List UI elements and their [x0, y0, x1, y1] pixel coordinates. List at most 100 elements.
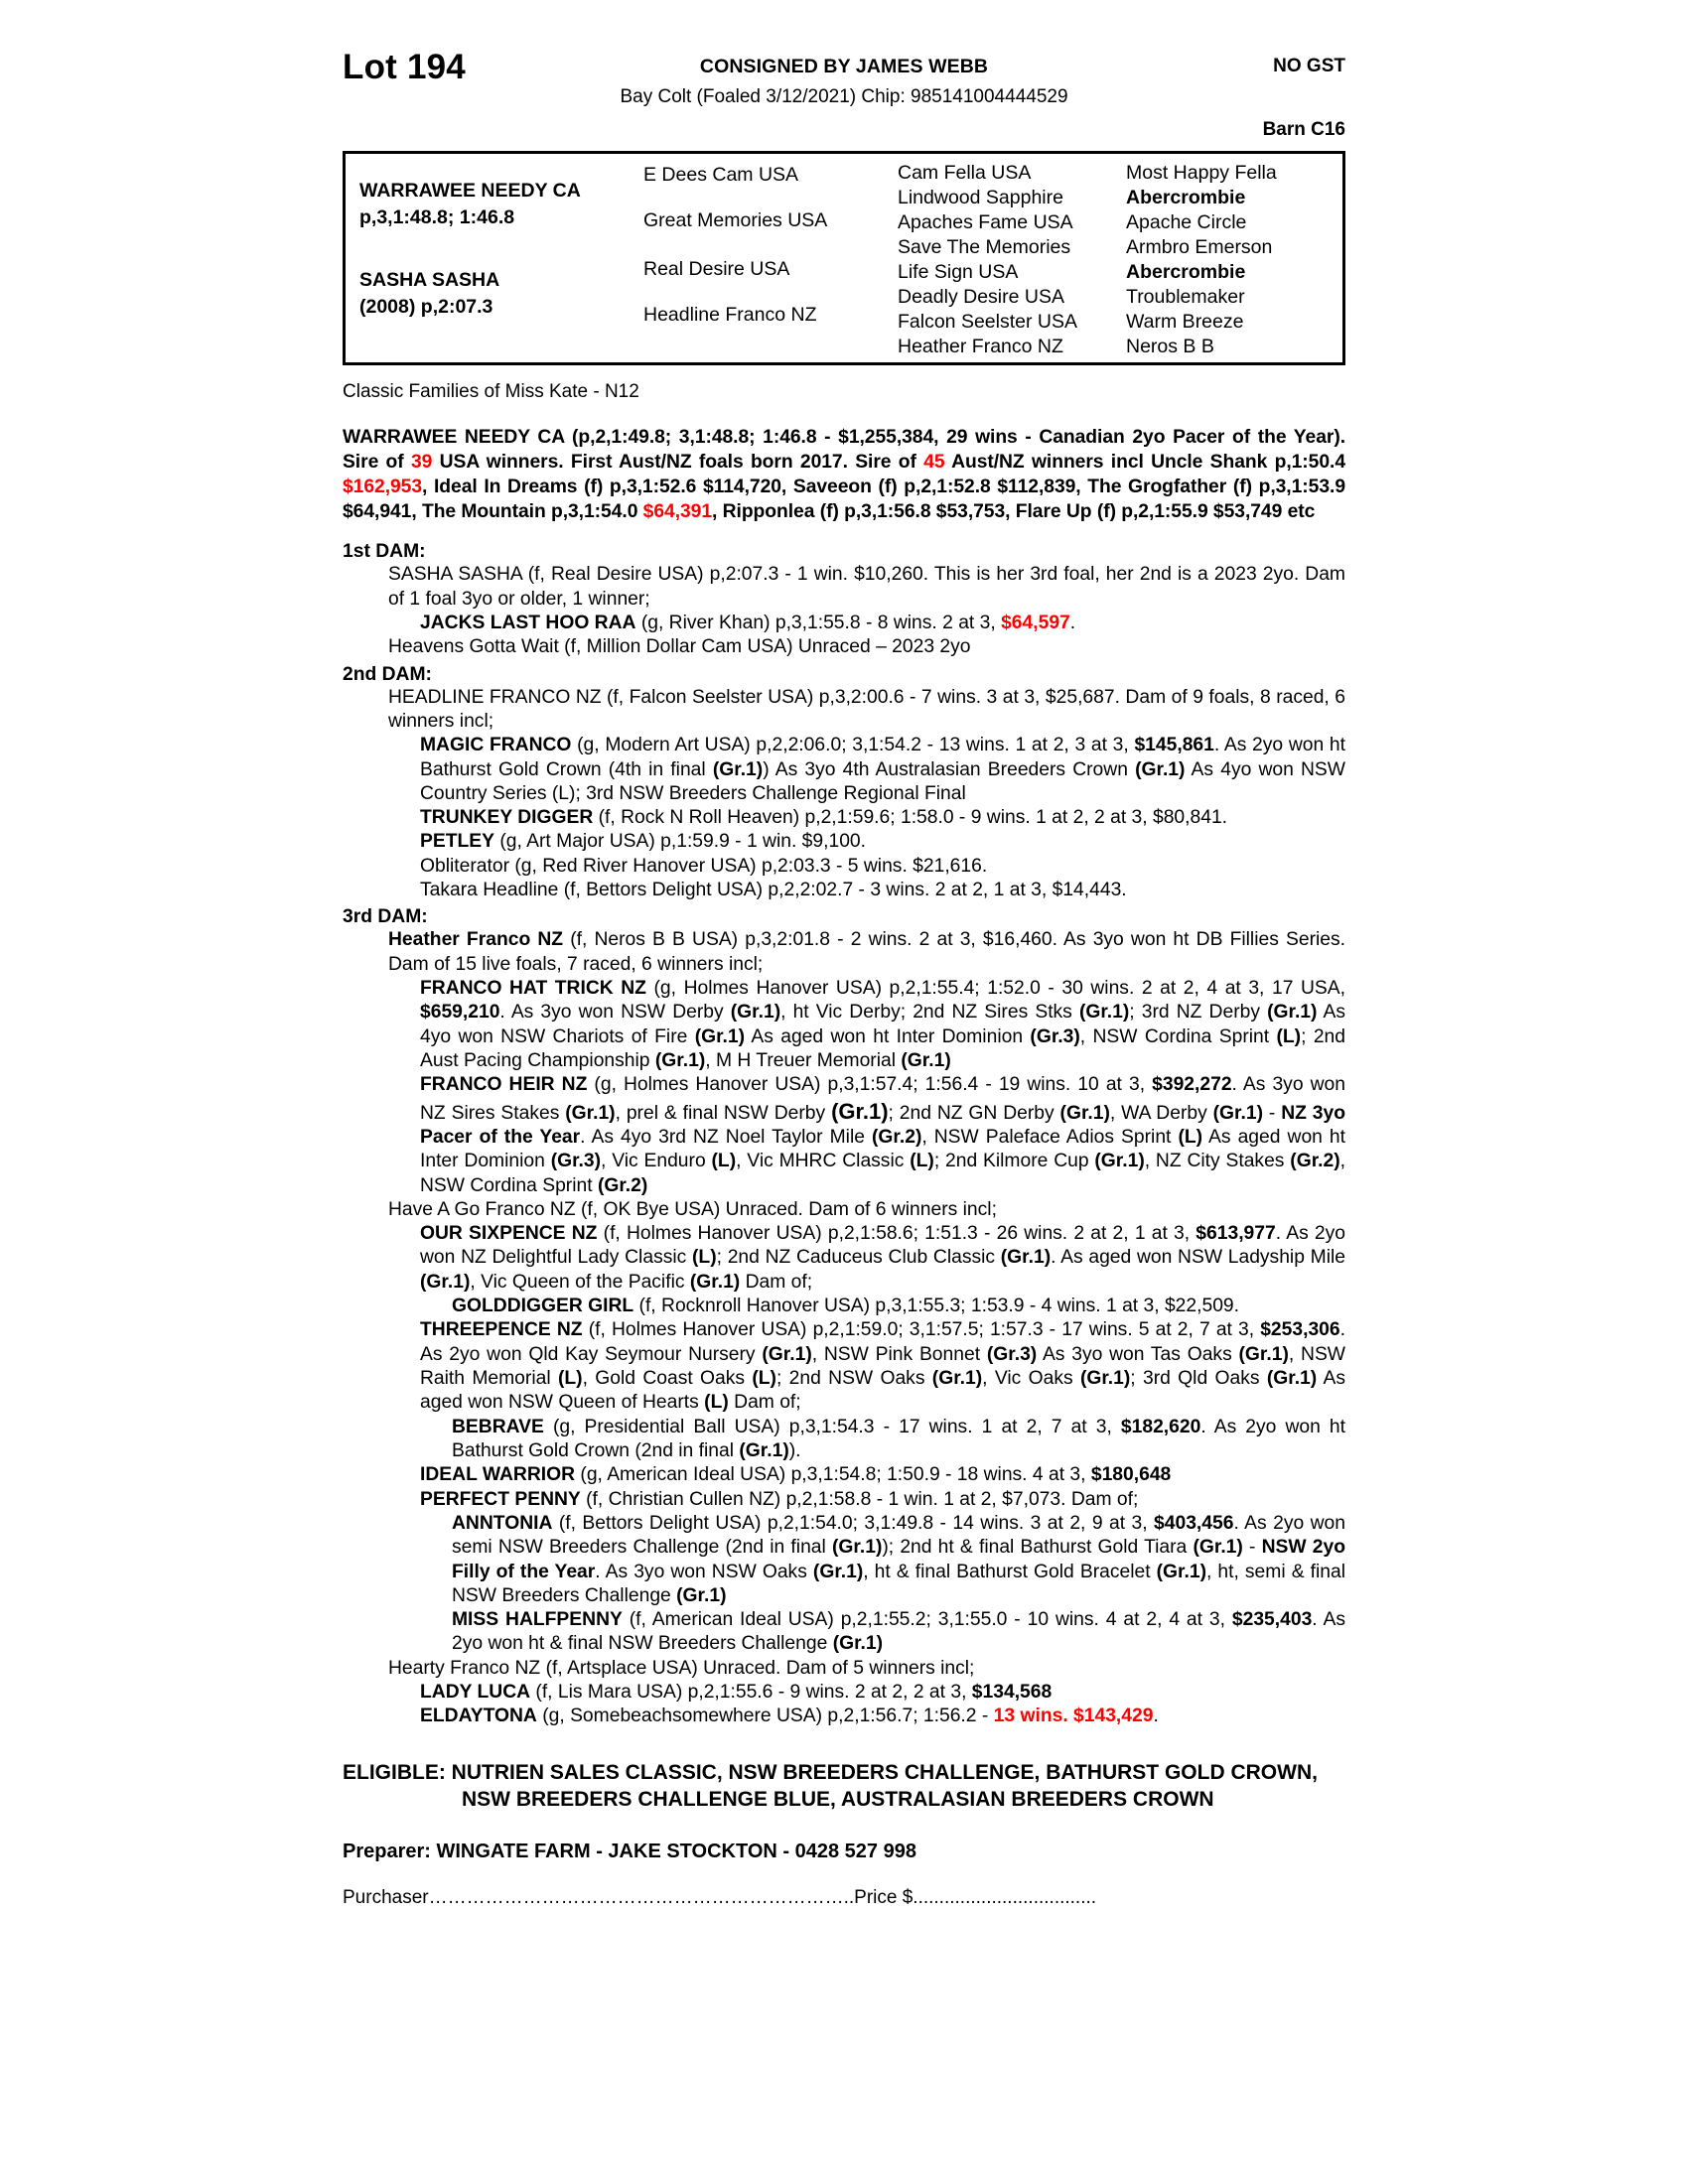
- grade-tag: (Gr.1): [565, 1102, 616, 1124]
- horse-earnings: $253,306: [1260, 1319, 1340, 1341]
- pedigree-col-parents: WARRAWEE NEEDY CA p,3,1:48.8; 1:46.8 SAS…: [359, 154, 647, 362]
- gen4-entry: Armbro Emerson: [1126, 236, 1273, 258]
- p11: , Vic MHRC Classic: [736, 1151, 911, 1172]
- horse-details: (f, Rocknroll Hanover USA) p,3,1:55.3; 1…: [633, 1296, 1239, 1317]
- horse-name: FRANCO HAT TRICK NZ: [420, 978, 646, 999]
- horse-details: (f, Rock N Roll Heaven) p,2,1:59.6; 1:58…: [593, 807, 1228, 829]
- gen3-entry: Cam Fella USA: [898, 162, 1032, 184]
- pedigree-col-grandparents: E Dees Cam USA Great Memories USA Real D…: [643, 154, 898, 362]
- trunkey-digger-entry: TRUNKEY DIGGER (f, Rock N Roll Heaven) p…: [343, 806, 1345, 830]
- horse-name: GOLDDIGGER GIRL: [452, 1296, 634, 1317]
- p2: . As 2yo won ht Bathurst Gold Crown (2nd…: [452, 1416, 1345, 1461]
- sire-name: WARRAWEE NEEDY CA: [359, 180, 581, 202]
- grade-tag: (Gr.1): [1267, 1002, 1318, 1024]
- dam-name: SASHA SASHA: [359, 269, 500, 291]
- horse-name: ANNTONIA: [452, 1512, 553, 1534]
- grade-tag: (Gr.1): [832, 1537, 883, 1559]
- grade-tag: (L): [711, 1151, 737, 1172]
- grade-tag: (Gr.1): [812, 1561, 864, 1582]
- grade-tag: (Gr.1): [1156, 1561, 1206, 1582]
- horse-details: (f, Neros B B USA) p,3,2:01.8 - 2 wins. …: [388, 929, 1345, 975]
- threepence-entry: THREEPENCE NZ (f, Holmes Hanover USA) p,…: [343, 1318, 1345, 1415]
- p8: , NSW Paleface Adios Sprint: [921, 1126, 1179, 1148]
- grade-tag: (Gr.1): [654, 1049, 706, 1071]
- page-sheet: Lot 194 CONSIGNED BY JAMES WEBB Bay Colt…: [343, 40, 1345, 1909]
- jacks-last-hoo-raa-entry: JACKS LAST HOO RAA (g, River Khan) p,3,1…: [343, 612, 1345, 635]
- gen4-entry: Apache Circle: [1126, 211, 1247, 233]
- horse-name: OUR SIXPENCE NZ: [420, 1223, 598, 1245]
- horse-earnings: $659,210: [420, 1002, 500, 1024]
- grade-tag: (Gr.1): [901, 1049, 951, 1071]
- grade-tag: (Gr.1): [730, 1002, 781, 1024]
- grade-tag: (Gr.1): [739, 1439, 789, 1461]
- p4: As 3yo won Tas Oaks: [1037, 1343, 1239, 1365]
- purchaser-price-line: Purchaser…………………………………………………………..Price $…: [343, 1887, 1097, 1909]
- p2: . As 2yo won semi NSW Breeders Challenge…: [452, 1512, 1346, 1559]
- award-title: NSW 2yo Filly of the Year: [452, 1537, 1345, 1582]
- p7: , ht, semi & final NSW Breeders Challeng…: [452, 1561, 1345, 1606]
- horse-earnings: $180,648: [1090, 1464, 1172, 1486]
- sire-record: p,3,1:48.8; 1:46.8: [359, 206, 515, 228]
- p2: . As 3yo won NZ Sires Stakes: [420, 1074, 1345, 1124]
- p7: ; 2nd NSW Oaks: [775, 1368, 932, 1389]
- p1: (g, Holmes Hanover USA) p,2,1:55.4; 1:52…: [645, 978, 1345, 999]
- gen3-entry: Lindwood Sapphire: [898, 187, 1063, 208]
- sire-para-part4: , Ideal In Dreams (f) p,3,1:52.6 $114,72…: [343, 477, 1345, 523]
- horse-earnings: $235,403: [1231, 1609, 1313, 1631]
- lady-luca-entry: LADY LUCA (f, Lis Mara USA) p,2,1:55.6 -…: [343, 1681, 1345, 1705]
- gen3-entry: Heather Franco NZ: [898, 336, 1063, 357]
- third-dam-main: Heather Franco NZ (f, Neros B B USA) p,3…: [343, 928, 1345, 977]
- p6: , ht & final Bathurst Gold Bracelet: [863, 1561, 1157, 1582]
- p6: Dam of;: [740, 1271, 813, 1293]
- sire-dam: Great Memories USA: [643, 209, 828, 231]
- our-sixpence-entry: OUR SIXPENCE NZ (f, Holmes Hanover USA) …: [343, 1222, 1345, 1295]
- grade-tag: (Gr.1): [762, 1343, 812, 1365]
- p10: As aged won NSW Queen of Hearts: [420, 1368, 1345, 1414]
- grade-tag: (L): [704, 1392, 729, 1414]
- uncle-shank-earnings: $162,953: [343, 477, 423, 498]
- horse-details-tail: .: [1153, 1706, 1159, 1727]
- page-header: Lot 194 CONSIGNED BY JAMES WEBB Bay Colt…: [343, 40, 1345, 147]
- gen4-entry: Warm Breeze: [1126, 311, 1244, 333]
- horse-name: ELDAYTONA: [420, 1706, 537, 1727]
- p8: , Vic Oaks: [982, 1368, 1080, 1389]
- p14: , NSW Cordina Sprint: [420, 1151, 1345, 1196]
- gen4-entry: Abercrombie: [1126, 187, 1246, 208]
- lot-number: Lot 194: [343, 48, 466, 86]
- p1: (f, Holmes Hanover USA) p,2,1:58.6; 1:51…: [597, 1223, 1196, 1245]
- p3: , ht Vic Derby; 2nd NZ Sires Stks: [780, 1002, 1079, 1024]
- grade-tag: (Gr.1): [1212, 1102, 1263, 1124]
- sire-austnz-winners: 45: [923, 452, 945, 474]
- p4: -: [1242, 1537, 1262, 1559]
- grade-tag: (L): [1178, 1126, 1203, 1148]
- horse-name: TRUNKEY DIGGER: [420, 807, 594, 829]
- gen4-entry: Abercrombie: [1126, 261, 1246, 283]
- grade-tag: (Gr.1): [1094, 1151, 1145, 1172]
- horse-earnings: $182,620: [1120, 1416, 1201, 1437]
- horse-details: (f, Christian Cullen NZ) p,2,1:58.8 - 1 …: [580, 1488, 1139, 1510]
- p6: As aged won ht Inter Dominion: [745, 1025, 1031, 1047]
- p9: ; 3rd Qld Oaks: [1130, 1368, 1267, 1389]
- sire-para-part5: , Ripponlea (f) p,3,1:56.8 $53,753, Flar…: [712, 501, 1316, 523]
- grade-tag: (Gr.3): [986, 1343, 1038, 1365]
- p1: (g, Presidential Ball USA) p,3,1:54.3 - …: [543, 1416, 1121, 1437]
- p2: . As 3yo won NSW Derby: [499, 1002, 731, 1024]
- p5: , WA Derby: [1109, 1102, 1213, 1124]
- hearty-franco-entry: Hearty Franco NZ (f, Artsplace USA) Unra…: [388, 1657, 975, 1679]
- grade-tag: (Gr.1): [1078, 1002, 1130, 1024]
- horse-name: JACKS LAST HOO RAA: [420, 612, 636, 633]
- grade-tag-large: (Gr.1): [831, 1098, 889, 1124]
- p3: , NSW Pink Bonnet: [811, 1343, 987, 1365]
- p4: ; 2nd NZ GN Derby: [888, 1102, 1060, 1124]
- horse-name: FRANCO HEIR NZ: [420, 1074, 588, 1096]
- grade-tag: (Gr.1): [689, 1271, 741, 1293]
- horse-earnings: $403,456: [1154, 1512, 1234, 1534]
- eldaytona-entry: ELDAYTONA (g, Somebeachsomewhere USA) p,…: [343, 1705, 1345, 1728]
- dam-dam: Headline Franco NZ: [643, 304, 817, 326]
- p1: (f, Bettors Delight USA) p,2,1:54.0; 3,1…: [552, 1512, 1155, 1534]
- horse-earnings: $64,597: [1001, 612, 1070, 633]
- p9: , M H Treuer Memorial: [705, 1049, 902, 1071]
- horse-earnings: $134,568: [971, 1682, 1053, 1704]
- horse-details: (g, Art Major USA) p,1:59.9 - 1 win. $9,…: [494, 831, 867, 853]
- bebrave-entry: BEBRAVE (g, Presidential Ball USA) p,3,1…: [343, 1416, 1345, 1464]
